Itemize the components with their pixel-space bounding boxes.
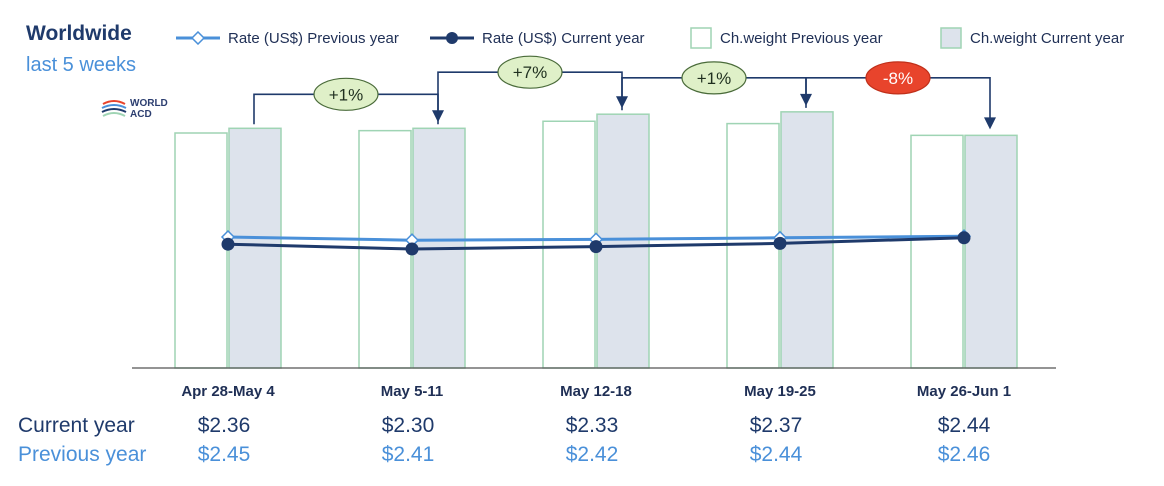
bar-weight-current [228,127,282,369]
current-rate-cell: $2.33 [565,414,619,437]
legend-label: Rate (US$) Current year [482,29,645,47]
point-rate-current [221,237,235,251]
legend-label: Rate (US$) Previous year [228,29,399,47]
change-label: +1% [697,69,732,88]
legend-label: Ch.weight Current year [970,29,1125,47]
change-arrowhead [984,117,996,130]
previous-rate-cell: $2.41 [381,443,435,466]
bar-weight-previous [174,132,228,369]
bar-weight-previous [910,134,964,369]
bar-weight-current [780,111,834,369]
bar-weight-current [964,134,1018,369]
current-year-row-label: Current year [18,414,135,437]
previous-rate-cell: $2.42 [565,443,619,466]
line-dot-icon [430,32,474,44]
bar-weight-current [596,113,650,369]
chart-subtitle: last 5 weeks [26,54,137,76]
legend-item-weight-current: Ch.weight Current year [940,26,1124,50]
current-rate-cell: $2.30 [381,414,435,437]
point-rate-current [773,236,787,250]
point-rate-current [957,231,971,245]
bar-weight-previous [542,120,596,369]
x-tick-label: May 5-11 [381,383,444,400]
change-label: -8% [883,69,913,88]
logo-text: WORLD ACD [130,98,168,120]
x-tick-label: May 26-Jun 1 [917,383,1011,400]
x-tick-label: Apr 28-May 4 [181,383,275,400]
current-rate-cell: $2.44 [937,414,991,437]
point-rate-current [589,240,603,254]
previous-rate-cell: $2.44 [749,443,803,466]
change-label: +7% [513,63,548,82]
change-badge [313,77,379,111]
legend-item-weight-previous: Ch.weight Previous year [690,26,883,50]
bar-weight-previous [726,122,780,369]
change-badge [497,55,563,89]
x-tick-label: May 19-25 [744,383,816,400]
previous-year-row-label: Previous year [18,443,147,466]
x-tick-label: May 12-18 [560,383,632,400]
legend-item-rate-current: Rate (US$) Current year [430,26,645,50]
change-badge [865,61,931,95]
current-rate-cell: $2.37 [749,414,803,437]
line-diamond-icon [176,31,220,45]
point-rate-current [405,242,419,256]
previous-rate-cell: $2.45 [197,443,251,466]
change-badge [681,61,747,95]
box-white-icon [690,27,712,49]
legend-item-rate-previous: Rate (US$) Previous year [176,26,399,50]
change-label: +1% [329,85,364,104]
globe-icon [101,100,127,117]
box-grey-icon [940,27,962,49]
previous-rate-cell: $2.46 [937,443,991,466]
current-rate-cell: $2.36 [197,414,251,437]
world-acd-logo: WORLD ACD [100,96,180,126]
legend-label: Ch.weight Previous year [720,29,883,47]
chart-title: Worldwide [26,22,132,45]
